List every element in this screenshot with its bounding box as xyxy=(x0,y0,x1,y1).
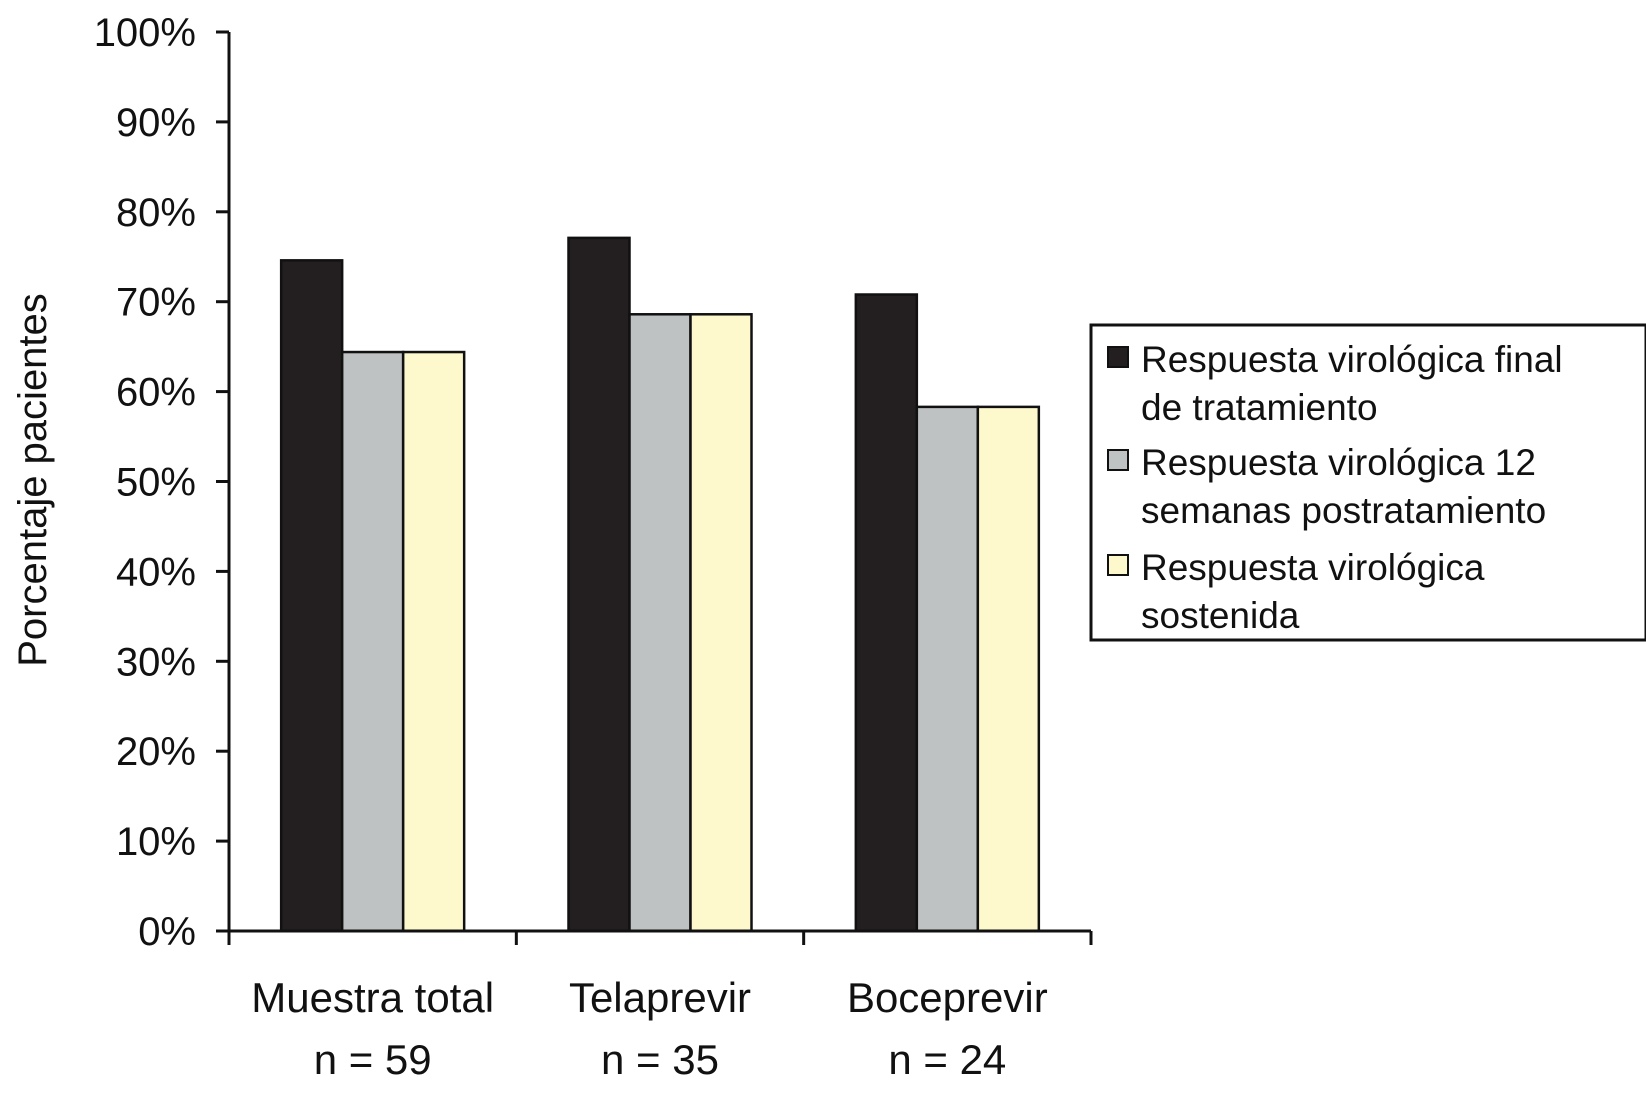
legend-label: semanas postratamiento xyxy=(1141,490,1546,531)
category-count-label: n = 24 xyxy=(888,1036,1006,1083)
bar xyxy=(689,313,753,933)
category-count-label: n = 59 xyxy=(314,1036,432,1083)
x-axis-ticks xyxy=(227,931,1093,945)
bars xyxy=(279,236,1041,933)
legend-label: sostenida xyxy=(1141,595,1300,636)
y-tick-label: 60% xyxy=(116,371,196,415)
y-tick-label: 40% xyxy=(116,550,196,594)
legend: Respuesta virológica final de tratamiento… xyxy=(1089,323,1646,642)
legend-label: Respuesta virológica xyxy=(1141,547,1485,588)
legend-swatch xyxy=(1107,554,1129,576)
y-tick-label: 30% xyxy=(116,640,196,684)
legend-label: Respuesta virológica 12 xyxy=(1141,442,1536,483)
category-label: Boceprevir xyxy=(847,974,1048,1021)
legend-label: Respuesta virológica final xyxy=(1141,339,1563,380)
y-tick-label: 100% xyxy=(94,11,196,55)
y-tick-label: 10% xyxy=(116,820,196,864)
y-tick-label: 70% xyxy=(116,281,196,325)
bar xyxy=(340,350,405,933)
bar xyxy=(279,259,344,933)
bar xyxy=(854,293,919,933)
category-label: Muestra total xyxy=(251,974,494,1021)
y-axis-ticks: 0% 10% 20% 30% 40% 50% 60% 70% 80% 90% 100% xyxy=(94,11,229,954)
category-count-label: n = 35 xyxy=(601,1036,719,1083)
legend-swatch xyxy=(1107,346,1129,368)
category-label: Telaprevir xyxy=(569,974,751,1021)
y-axis-title: Porcentaje pacientes xyxy=(11,293,55,667)
legend-swatch xyxy=(1107,449,1129,471)
bar xyxy=(915,405,980,933)
y-tick-label: 50% xyxy=(116,461,196,505)
y-tick-label: 20% xyxy=(116,730,196,774)
y-tick-label: 80% xyxy=(116,191,196,235)
axes xyxy=(217,32,1091,933)
bar xyxy=(401,350,466,933)
bar xyxy=(567,236,631,933)
legend-box xyxy=(1089,323,1646,642)
y-tick-label: 0% xyxy=(138,910,196,954)
bar xyxy=(628,313,692,933)
bar xyxy=(976,405,1041,933)
legend-label: de tratamiento xyxy=(1141,387,1378,428)
category-labels: Muestra total n = 59 Telaprevir n = 35 Bocep… xyxy=(251,974,1047,1083)
y-tick-label: 90% xyxy=(116,101,196,145)
